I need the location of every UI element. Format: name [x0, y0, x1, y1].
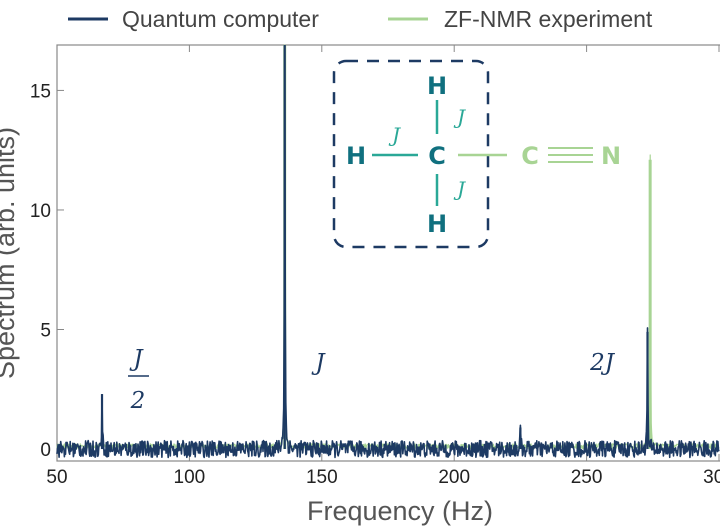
y-tick-label: 0: [40, 440, 51, 461]
atom-h-top: H: [427, 72, 447, 100]
x-tick-label: 150: [306, 467, 338, 488]
y-tick-label: 5: [40, 321, 51, 342]
y-tick-label: 15: [30, 81, 51, 102]
legend-label-quantum: Quantum computer: [122, 6, 319, 32]
coupling-label-bottom: J: [453, 177, 466, 201]
annotation-half-j-denominator: 2: [130, 388, 146, 414]
ticks: 50 100 150 200 250 300 0 5 10 15: [30, 45, 720, 488]
x-tick-label: 100: [174, 467, 206, 488]
series-line-quantum: [56, 48, 720, 459]
x-tick-label: 50: [46, 467, 67, 488]
y-tick-label: 10: [30, 201, 51, 222]
molecule-inset: H H C H C N J J J: [332, 59, 621, 249]
atom-c-methyl: C: [428, 142, 446, 170]
series: [56, 44, 720, 459]
legend-label-nmr: ZF-NMR experiment: [444, 6, 653, 32]
atom-h-bottom: H: [427, 210, 447, 238]
annotation-half-j-numerator: J: [129, 346, 144, 372]
x-axis-label: Frequency (Hz): [307, 496, 493, 526]
x-tick-label: 200: [438, 467, 470, 488]
atom-n: N: [601, 142, 621, 170]
annotation-2j: 2J: [589, 350, 616, 376]
coupling-label-top: J: [453, 105, 466, 129]
plot-frame: [56, 44, 720, 462]
annotation-j: J: [311, 350, 326, 376]
x-tick-label: 250: [571, 467, 603, 488]
annotation-half-j: J 2: [128, 346, 149, 414]
atom-c-nitrile: C: [521, 142, 539, 170]
atom-h-left: H: [346, 142, 366, 170]
x-tick-label: 300: [703, 467, 720, 488]
coupling-label-left: J: [388, 123, 401, 147]
y-axis-label: Spectrum (arb. units): [0, 127, 20, 379]
